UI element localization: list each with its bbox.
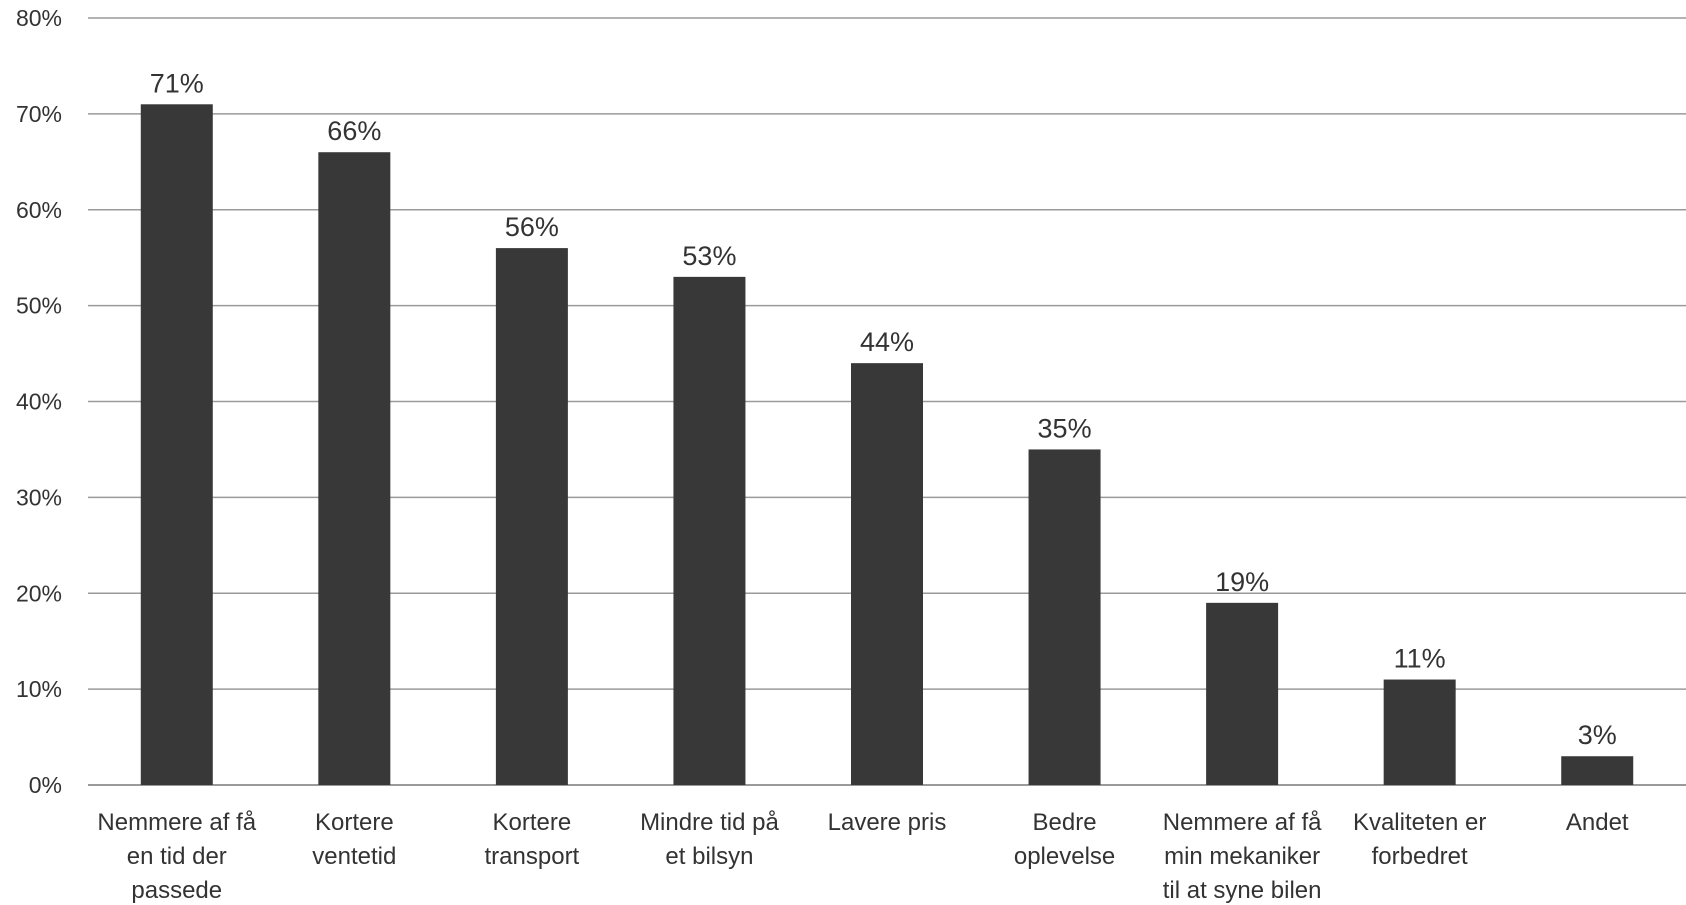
category-label-line: Nemmere af få: [97, 809, 256, 836]
y-tick-label: 60%: [16, 197, 62, 223]
category-label-line: Kortere: [493, 809, 572, 836]
category-label: Andet: [1566, 809, 1629, 836]
data-label: 44%: [860, 327, 914, 357]
y-tick-label: 50%: [16, 293, 62, 319]
y-tick-label: 20%: [16, 580, 62, 606]
category-label: Mindre tid på et bilsyn: [640, 809, 779, 870]
category-label-line: en tid der: [127, 843, 227, 870]
data-label: 19%: [1215, 567, 1269, 597]
category-label-line: Andet: [1566, 809, 1629, 836]
category-label-line: til at syne bilen: [1163, 877, 1322, 904]
bar: [1383, 679, 1456, 785]
bar: [1028, 449, 1101, 785]
data-label: 66%: [327, 116, 381, 146]
category-label-line: Mindre tid på: [640, 809, 779, 836]
y-tick-label: 10%: [16, 676, 62, 702]
data-label: 11%: [1394, 644, 1446, 674]
bar: [1561, 756, 1634, 785]
y-tick-label: 30%: [16, 484, 62, 510]
data-label: 56%: [505, 212, 559, 242]
y-tick-label: 80%: [16, 5, 62, 31]
data-label: 53%: [682, 241, 736, 271]
category-label: Kvaliteten er forbedret: [1353, 809, 1486, 870]
data-label: 71%: [150, 68, 204, 98]
bar: [673, 276, 746, 785]
y-axis-tick-labels: 0% 10% 20% 30% 40% 50% 60% 70% 80%: [16, 5, 62, 798]
category-label-line: Kvaliteten er: [1353, 809, 1486, 836]
category-label-line: Nemmere af få: [1163, 809, 1322, 836]
y-tick-label: 40%: [16, 389, 62, 415]
category-label-line: oplevelse: [1014, 843, 1115, 870]
bars: [140, 104, 1634, 786]
category-label: Kortere ventetid: [312, 809, 396, 870]
category-label-line: ventetid: [312, 843, 396, 870]
category-label-line: min mekaniker: [1164, 843, 1320, 870]
category-label-line: Bedre: [1033, 809, 1097, 836]
y-tick-label: 70%: [16, 101, 62, 127]
data-label: 3%: [1578, 720, 1617, 750]
category-label-line: et bilsyn: [665, 843, 753, 870]
bar: [1206, 602, 1279, 785]
bar: [851, 363, 923, 785]
category-label-line: forbedret: [1372, 843, 1468, 870]
category-label-line: Kortere: [315, 809, 394, 836]
category-label: Nemmere af få en tid der passede: [97, 809, 256, 904]
bar: [318, 152, 391, 786]
category-labels: Nemmere af få en tid der passede Kortere ven…: [97, 809, 1628, 904]
bar: [140, 104, 213, 786]
data-label: 35%: [1038, 413, 1092, 443]
data-labels: 71% 66% 56% 53% 44% 35% 19% 11% 3%: [150, 68, 1617, 750]
category-label-line: passede: [131, 877, 222, 904]
y-tick-label: 0%: [29, 772, 62, 798]
bar: [495, 248, 568, 786]
category-label: Nemmere af få min mekaniker til at syne bi…: [1163, 809, 1322, 904]
category-label: Kortere transport: [485, 809, 580, 870]
category-label: Bedre oplevelse: [1014, 809, 1115, 870]
category-label: Lavere pris: [828, 809, 947, 836]
category-label-line: Lavere pris: [828, 809, 947, 836]
category-label-line: transport: [485, 843, 580, 870]
